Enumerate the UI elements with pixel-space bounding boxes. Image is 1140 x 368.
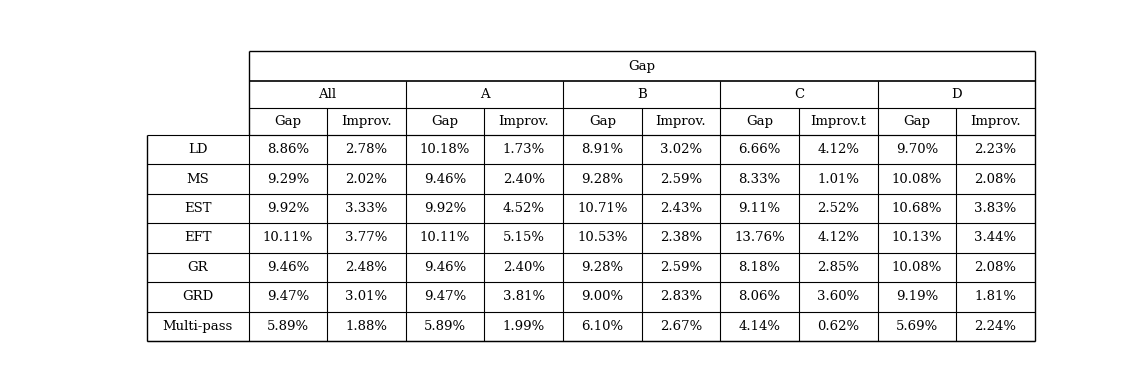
- Text: Gap: Gap: [275, 115, 301, 128]
- Text: 8.33%: 8.33%: [739, 173, 781, 185]
- Text: 2.08%: 2.08%: [975, 173, 1017, 185]
- Text: 4.12%: 4.12%: [817, 231, 860, 244]
- Text: 9.92%: 9.92%: [424, 202, 466, 215]
- Text: 2.59%: 2.59%: [660, 173, 702, 185]
- Text: 9.47%: 9.47%: [424, 290, 466, 304]
- Text: 8.86%: 8.86%: [267, 143, 309, 156]
- Text: 5.69%: 5.69%: [896, 320, 938, 333]
- Text: All: All: [318, 88, 336, 101]
- Text: B: B: [637, 88, 646, 101]
- Text: 3.81%: 3.81%: [503, 290, 545, 304]
- Text: Improv.t: Improv.t: [811, 115, 866, 128]
- Text: 9.46%: 9.46%: [424, 261, 466, 274]
- Text: 3.02%: 3.02%: [660, 143, 702, 156]
- Text: Gap: Gap: [432, 115, 458, 128]
- Text: Gap: Gap: [903, 115, 930, 128]
- Text: 10.11%: 10.11%: [262, 231, 314, 244]
- Text: 8.91%: 8.91%: [581, 143, 624, 156]
- Text: 8.06%: 8.06%: [739, 290, 781, 304]
- Text: 3.60%: 3.60%: [817, 290, 860, 304]
- Text: 1.81%: 1.81%: [975, 290, 1017, 304]
- Text: LD: LD: [188, 143, 207, 156]
- Text: 5.89%: 5.89%: [424, 320, 466, 333]
- Text: 2.52%: 2.52%: [817, 202, 860, 215]
- Text: 5.15%: 5.15%: [503, 231, 545, 244]
- Text: 2.40%: 2.40%: [503, 261, 545, 274]
- Text: 2.08%: 2.08%: [975, 261, 1017, 274]
- Text: Improv.: Improv.: [656, 115, 707, 128]
- Text: 2.43%: 2.43%: [660, 202, 702, 215]
- Text: C: C: [793, 88, 804, 101]
- Text: 13.76%: 13.76%: [734, 231, 785, 244]
- Text: Gap: Gap: [628, 60, 656, 72]
- Text: 10.71%: 10.71%: [577, 202, 628, 215]
- Text: Improv.: Improv.: [341, 115, 392, 128]
- Text: 9.28%: 9.28%: [581, 173, 624, 185]
- Text: 9.19%: 9.19%: [896, 290, 938, 304]
- Text: EST: EST: [184, 202, 211, 215]
- Text: Improv.: Improv.: [970, 115, 1020, 128]
- Text: Gap: Gap: [589, 115, 616, 128]
- Text: 9.70%: 9.70%: [896, 143, 938, 156]
- Text: 10.08%: 10.08%: [891, 261, 942, 274]
- Text: 2.83%: 2.83%: [660, 290, 702, 304]
- Text: MS: MS: [186, 173, 209, 185]
- Text: 9.00%: 9.00%: [581, 290, 624, 304]
- Text: A: A: [480, 88, 489, 101]
- Text: 2.59%: 2.59%: [660, 261, 702, 274]
- Text: 2.40%: 2.40%: [503, 173, 545, 185]
- Text: Improv.: Improv.: [498, 115, 549, 128]
- Text: 10.08%: 10.08%: [891, 173, 942, 185]
- Text: EFT: EFT: [184, 231, 211, 244]
- Text: 2.78%: 2.78%: [345, 143, 388, 156]
- Text: 10.53%: 10.53%: [577, 231, 628, 244]
- Text: 1.01%: 1.01%: [817, 173, 860, 185]
- Text: 9.28%: 9.28%: [581, 261, 624, 274]
- Text: 10.13%: 10.13%: [891, 231, 942, 244]
- Text: 6.66%: 6.66%: [739, 143, 781, 156]
- Text: 4.12%: 4.12%: [817, 143, 860, 156]
- Text: 2.02%: 2.02%: [345, 173, 388, 185]
- Text: 3.83%: 3.83%: [975, 202, 1017, 215]
- Text: 4.52%: 4.52%: [503, 202, 545, 215]
- Text: 9.29%: 9.29%: [267, 173, 309, 185]
- Text: 4.14%: 4.14%: [739, 320, 781, 333]
- Text: 3.77%: 3.77%: [345, 231, 388, 244]
- Text: Gap: Gap: [746, 115, 773, 128]
- Text: 1.73%: 1.73%: [503, 143, 545, 156]
- Text: 2.24%: 2.24%: [975, 320, 1017, 333]
- Text: 10.18%: 10.18%: [420, 143, 471, 156]
- Text: 9.47%: 9.47%: [267, 290, 309, 304]
- Text: 2.38%: 2.38%: [660, 231, 702, 244]
- Text: 9.46%: 9.46%: [424, 173, 466, 185]
- Text: 2.48%: 2.48%: [345, 261, 388, 274]
- Text: 5.89%: 5.89%: [267, 320, 309, 333]
- Text: 6.10%: 6.10%: [581, 320, 624, 333]
- Text: 10.11%: 10.11%: [420, 231, 471, 244]
- Text: GR: GR: [187, 261, 207, 274]
- Text: 1.99%: 1.99%: [503, 320, 545, 333]
- Text: 8.18%: 8.18%: [739, 261, 781, 274]
- Text: 9.46%: 9.46%: [267, 261, 309, 274]
- Text: 2.67%: 2.67%: [660, 320, 702, 333]
- Text: 9.92%: 9.92%: [267, 202, 309, 215]
- Text: 10.68%: 10.68%: [891, 202, 942, 215]
- Text: D: D: [951, 88, 961, 101]
- Text: 1.88%: 1.88%: [345, 320, 388, 333]
- Text: 3.01%: 3.01%: [345, 290, 388, 304]
- Text: GRD: GRD: [182, 290, 213, 304]
- Text: Multi-pass: Multi-pass: [163, 320, 233, 333]
- Text: 9.11%: 9.11%: [739, 202, 781, 215]
- Text: 2.85%: 2.85%: [817, 261, 860, 274]
- Text: 2.23%: 2.23%: [975, 143, 1017, 156]
- Text: 3.33%: 3.33%: [345, 202, 388, 215]
- Text: 0.62%: 0.62%: [817, 320, 860, 333]
- Text: 3.44%: 3.44%: [975, 231, 1017, 244]
